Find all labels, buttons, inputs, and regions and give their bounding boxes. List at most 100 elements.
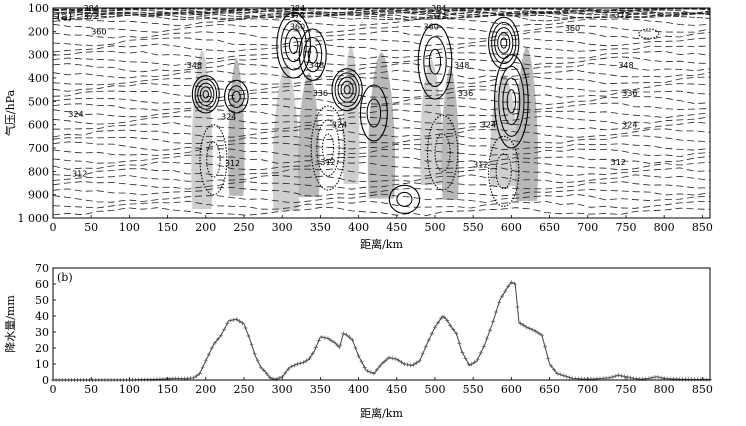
data-point-marker [295,362,300,366]
panel-a-y-axis-label: 气压/hPa [3,89,17,136]
data-point-marker [384,358,389,363]
isentrope-line [52,109,711,119]
convective-cell-contour [231,90,241,103]
convective-cell-contour [494,54,529,149]
data-point-marker [365,369,370,374]
data-point-marker [267,375,272,380]
data-point-marker [478,350,483,355]
data-point-marker [362,365,367,370]
data-point-marker [313,345,318,350]
y-tick-label: 30 [35,326,49,339]
data-point-marker [564,374,569,379]
x-tick-label: 750 [615,221,636,234]
contour-label: 348 [309,61,324,70]
convective-cell-contour [310,105,346,191]
panel-a-convective-cells [191,12,660,214]
isentrope-line [52,69,711,80]
convective-cell-contour [506,89,517,114]
x-tick-label: 250 [233,383,254,396]
panel-a-label: (a) [57,10,72,23]
y-tick-label: 60 [35,278,49,291]
data-point-marker [518,321,523,326]
x-tick-label: 350 [310,383,331,396]
x-tick-label: 550 [463,383,484,396]
x-tick-label: 400 [348,221,369,234]
contour-label: 336 [458,89,473,98]
isentrope-line [52,89,711,99]
x-tick-label: 200 [195,221,216,234]
convective-cell-contour [488,135,520,207]
data-point-marker [512,281,517,286]
isentrope-line [52,96,711,106]
data-point-marker [326,336,331,341]
isentrope-line [52,200,711,210]
data-point-marker [549,363,554,368]
data-point-marker [423,344,428,349]
convective-cell-contour [334,72,360,107]
convective-cell-contour [502,77,521,126]
data-point-marker [246,334,251,338]
convective-cell-contour [423,36,447,88]
data-point-marker [222,327,227,332]
isentrope-line [52,9,711,19]
data-point-marker [521,323,526,328]
panel-a-contour-labels: 3843723603483243123243123843723603483363… [68,4,637,179]
data-point-marker [500,294,505,299]
x-tick-label: 150 [157,383,178,396]
isentrope-line [52,121,711,131]
shading-column [228,57,245,196]
isentrope-line [52,174,711,184]
contour-label: 312 [72,170,87,179]
convective-cell-contour [199,86,212,103]
x-tick-label: 500 [424,383,445,396]
isentrope-line [52,56,711,67]
y-tick-label: 200 [28,25,49,38]
convective-cell-contour [316,119,340,177]
isentrope-line [52,23,711,34]
data-point-marker [231,317,236,322]
x-tick-label: 250 [233,221,254,234]
x-tick-label: 300 [272,221,293,234]
data-point-marker [607,375,612,380]
data-point-marker [506,284,511,289]
isentrope-line [52,154,711,164]
data-point-marker [316,338,321,343]
x-tick-label: 400 [348,383,369,396]
data-point-marker [304,358,309,363]
data-point-marker [258,365,263,370]
y-tick-label: 10 [35,358,49,371]
data-point-marker [301,360,306,365]
data-point-marker [286,367,291,372]
x-tick-label: 650 [539,383,560,396]
data-point-marker [396,358,401,363]
isentrope-line [52,193,711,204]
convective-cell-contour [491,21,517,65]
data-point-marker [206,352,211,357]
x-tick-label: 500 [424,221,445,234]
data-point-marker [408,363,413,368]
data-point-marker [417,358,422,363]
y-tick-label: 800 [28,165,49,178]
data-point-marker [439,316,444,321]
data-point-marker [524,325,529,330]
data-point-marker [359,359,364,364]
isentrope-line [52,115,711,125]
data-point-marker [219,333,224,338]
convective-cell-contour [343,84,351,95]
panel-a-x-ticks: 0 50 100 150 200 250 300 350 400 450 500 550 600 650 7… [50,215,713,234]
convective-cell-contour [228,85,245,109]
x-tick-label: 850 [692,221,713,234]
contour-label: 324 [332,121,347,130]
isentrope-line [52,102,711,112]
convective-cell-contour [359,84,388,142]
contour-label: 372 [290,11,305,20]
y-tick-label: 500 [28,95,49,108]
data-point-marker [420,351,425,356]
data-point-marker [264,371,269,376]
data-point-marker [448,323,453,328]
convective-cell-contour [428,48,442,75]
data-point-marker [216,337,221,342]
data-point-marker [527,326,532,331]
data-point-marker [451,327,456,332]
